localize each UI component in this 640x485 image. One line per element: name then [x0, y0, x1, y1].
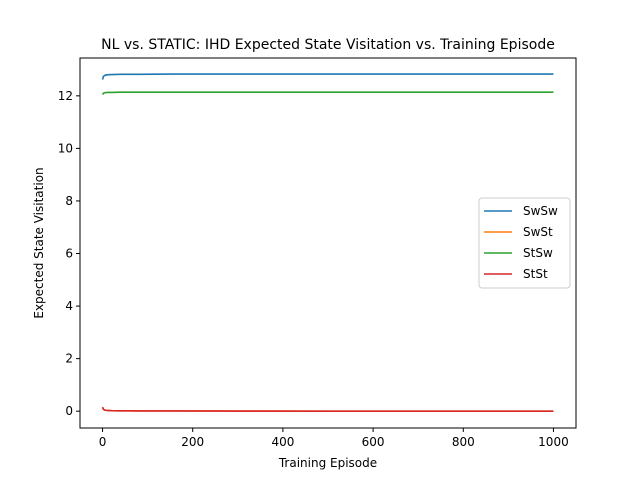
y-axis-ticks: 0 2 4 6 8 10 12: [58, 89, 80, 418]
chart-title: NL vs. STATIC: IHD Expected State Visita…: [101, 37, 555, 53]
y-tick-label: 0: [65, 404, 73, 418]
x-tick-label: 0: [99, 435, 107, 449]
y-tick-label: 6: [65, 247, 73, 261]
legend-label: SwSw: [523, 204, 558, 218]
y-axis-label: Expected State Visitation: [32, 167, 46, 318]
legend: SwSw SwSt StSw StSt: [478, 197, 571, 289]
y-tick-label: 4: [65, 299, 73, 313]
series-line-stsw: [101, 91, 554, 95]
x-tick-label: 200: [181, 435, 204, 449]
y-tick-label: 8: [65, 194, 73, 208]
x-axis-label: Training Episode: [278, 456, 377, 470]
plot-lines: [101, 73, 554, 412]
y-tick-label: 12: [58, 89, 73, 103]
series-line-stst: [101, 406, 554, 412]
x-axis-ticks: 0 200 400 600 800 1000: [99, 428, 569, 449]
legend-label: SwSt: [523, 225, 553, 239]
series-line-swsw: [101, 73, 554, 80]
x-tick-label: 800: [452, 435, 475, 449]
x-tick-label: 400: [271, 435, 294, 449]
x-tick-label: 1000: [538, 435, 569, 449]
plot-area-frame: [79, 57, 577, 429]
y-tick-label: 2: [65, 352, 73, 366]
legend-box: [478, 197, 571, 289]
legend-label: StSt: [523, 267, 548, 281]
y-tick-label: 10: [58, 141, 73, 155]
x-tick-label: 600: [362, 435, 385, 449]
legend-label: StSw: [523, 246, 553, 260]
